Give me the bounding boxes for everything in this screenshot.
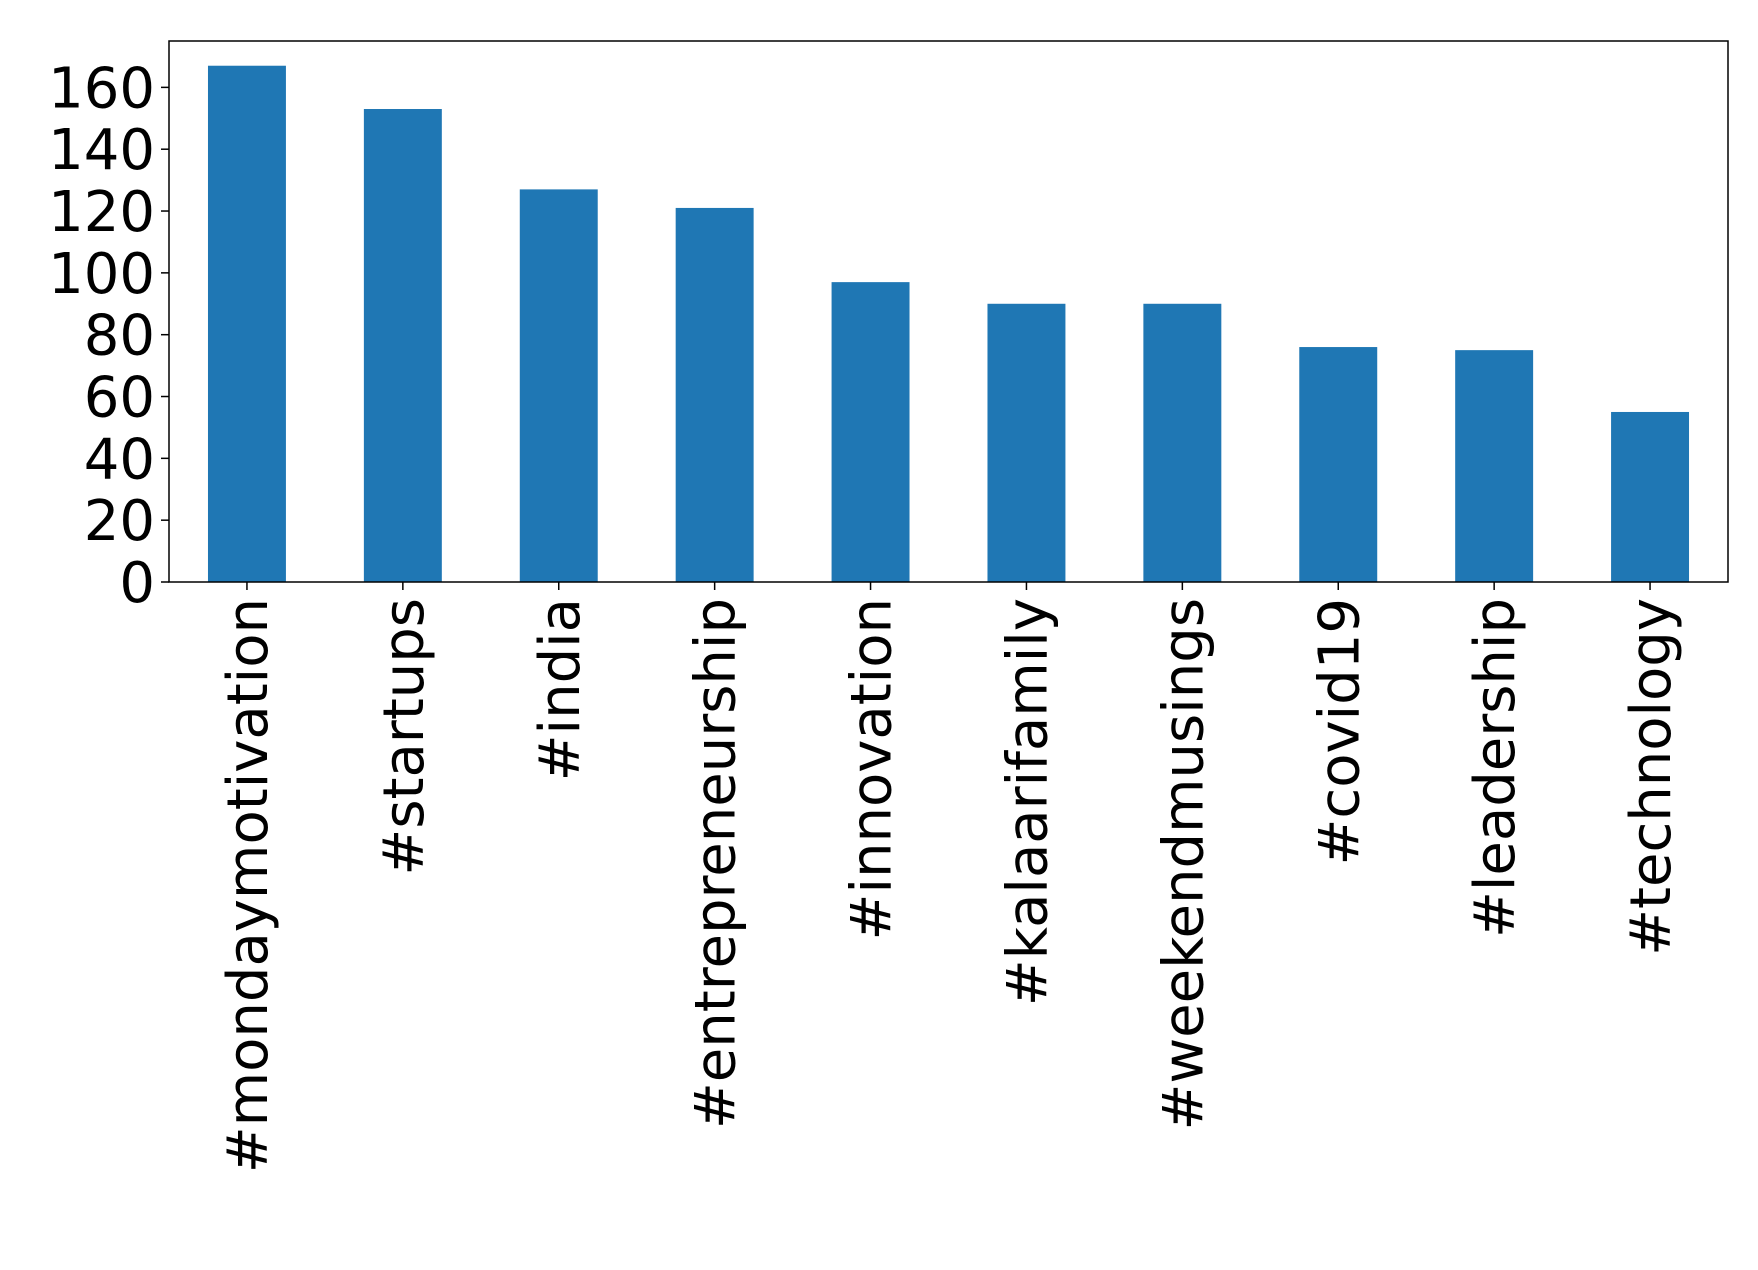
y-tick-label: 0 [119, 551, 155, 616]
y-tick-label: 60 [84, 366, 155, 431]
y-tick-label: 100 [48, 242, 155, 307]
bar [987, 303, 1066, 582]
x-tick-label: #entrepreneurship [684, 598, 749, 1129]
plot-frame [168, 40, 1729, 583]
y-tick-label: 140 [48, 118, 155, 183]
y-tick-label: 120 [48, 180, 155, 245]
y-tick-label: 20 [84, 489, 155, 554]
bar [1299, 347, 1378, 582]
x-tick-label: #leadership [1463, 598, 1528, 938]
bar [831, 282, 910, 582]
bar [363, 109, 442, 583]
x-tick-label: #startups [372, 598, 437, 876]
bar [1455, 350, 1534, 582]
x-tick-label: #kalaarifamily [995, 598, 1060, 1006]
bar [207, 65, 286, 582]
bar [519, 189, 598, 583]
bar [675, 207, 754, 583]
x-tick-label: #innovation [840, 598, 905, 940]
y-tick-label: 80 [84, 304, 155, 369]
bar [1611, 411, 1690, 582]
x-tick-label: #weekendmusings [1151, 598, 1216, 1131]
y-tick-label: 40 [84, 427, 155, 492]
y-tick-label: 160 [48, 56, 155, 121]
bar [1143, 303, 1222, 582]
x-tick-label: #india [528, 598, 593, 781]
x-tick-label: #technology [1619, 598, 1684, 956]
x-tick-label: #mondaymotivation [216, 598, 281, 1173]
x-tick-label: #covid19 [1307, 598, 1372, 865]
